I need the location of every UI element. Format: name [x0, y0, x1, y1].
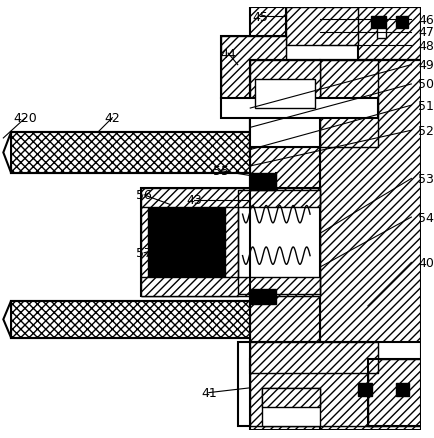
- Text: 41: 41: [201, 386, 216, 399]
- Bar: [250, 61, 319, 113]
- Bar: [237, 191, 319, 294]
- Text: 420: 420: [13, 112, 37, 125]
- Bar: [141, 189, 237, 297]
- Text: 44: 44: [220, 47, 235, 60]
- Bar: [319, 8, 420, 61]
- Text: 45: 45: [251, 11, 267, 24]
- Bar: [141, 277, 319, 297]
- Bar: [367, 359, 420, 427]
- Text: 42: 42: [104, 112, 120, 125]
- Polygon shape: [3, 301, 11, 338]
- Bar: [250, 61, 377, 147]
- Text: 46: 46: [417, 14, 433, 27]
- Text: 55: 55: [213, 165, 229, 178]
- Text: 54: 54: [417, 211, 433, 224]
- Bar: [250, 359, 377, 427]
- Bar: [395, 18, 407, 29]
- Bar: [221, 37, 285, 99]
- Text: 53: 53: [417, 173, 433, 186]
- Text: 50: 50: [417, 78, 433, 91]
- Bar: [250, 173, 276, 191]
- Polygon shape: [3, 133, 11, 173]
- Bar: [261, 388, 319, 407]
- Bar: [395, 383, 408, 396]
- Bar: [261, 388, 319, 427]
- Bar: [319, 8, 420, 430]
- Bar: [221, 37, 285, 99]
- Bar: [358, 383, 371, 396]
- Bar: [319, 8, 420, 61]
- Text: 48: 48: [417, 40, 433, 53]
- Bar: [250, 290, 276, 304]
- Bar: [367, 359, 420, 427]
- Bar: [250, 359, 377, 427]
- Bar: [250, 343, 377, 374]
- Text: 40: 40: [417, 256, 433, 269]
- Text: 43: 43: [186, 194, 202, 207]
- Bar: [11, 301, 250, 338]
- Bar: [148, 207, 225, 277]
- Bar: [221, 99, 377, 118]
- Text: 47: 47: [417, 26, 433, 39]
- Bar: [285, 8, 358, 46]
- Bar: [11, 133, 250, 173]
- Text: 52: 52: [417, 124, 433, 138]
- Text: 49: 49: [417, 59, 433, 72]
- Text: 56: 56: [136, 189, 152, 202]
- Bar: [254, 80, 314, 109]
- Bar: [237, 343, 420, 427]
- Bar: [370, 18, 385, 29]
- Bar: [250, 61, 319, 147]
- Bar: [141, 189, 319, 208]
- Bar: [319, 61, 377, 147]
- Bar: [376, 29, 385, 39]
- Bar: [250, 343, 377, 374]
- Bar: [250, 8, 319, 430]
- Bar: [285, 8, 358, 61]
- Text: 51: 51: [417, 99, 433, 113]
- Bar: [141, 189, 319, 297]
- Text: 57: 57: [136, 247, 152, 260]
